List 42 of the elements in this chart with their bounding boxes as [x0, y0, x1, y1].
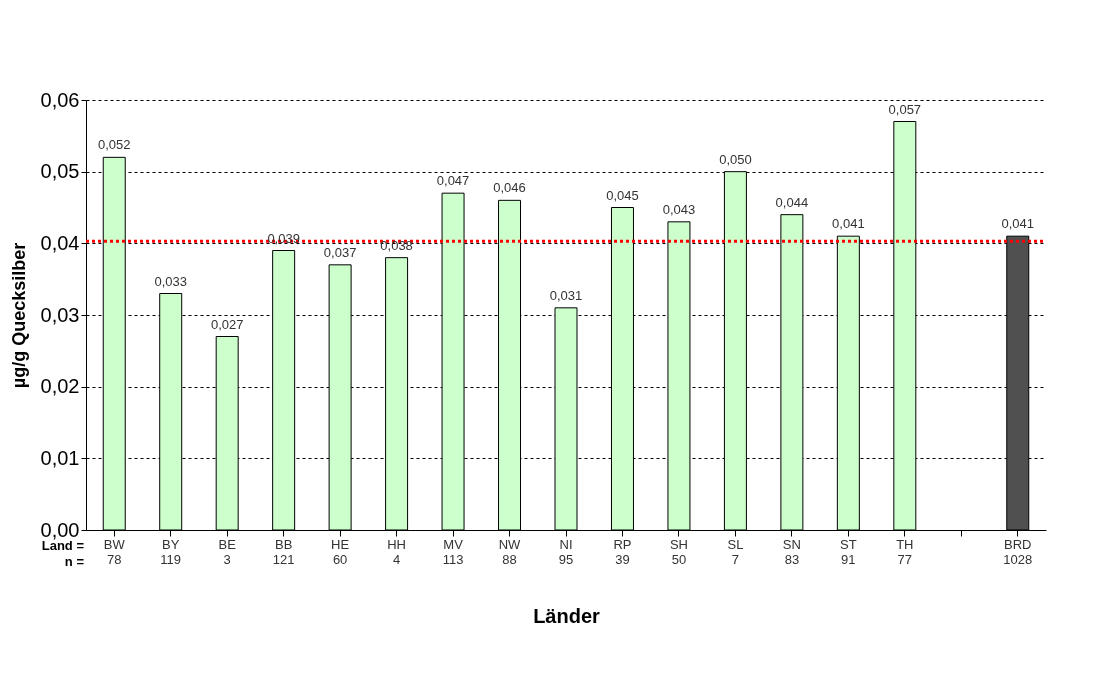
x-tick-label: TH 77 — [896, 536, 914, 567]
y-tick-label: 0,02 — [40, 375, 80, 398]
y-tick-label: 0,05 — [40, 160, 80, 183]
data-label: 0,041 — [832, 216, 865, 232]
data-label: 0,052 — [97, 137, 131, 153]
data-label: 0,044 — [775, 194, 809, 210]
data-label: 0,047 — [436, 173, 470, 189]
x-tick-label: BRD 1028 — [1003, 536, 1033, 567]
data-label: 0,033 — [154, 273, 187, 289]
x-tick-label: NI 95 — [558, 536, 574, 567]
x-axis-title: Länder — [533, 604, 601, 627]
x-tick-label: MV 113 — [442, 536, 464, 567]
x-tick-label: SN 83 — [782, 536, 801, 567]
data-label: 0,039 — [267, 230, 300, 246]
data-label: 0,037 — [323, 244, 357, 260]
x-tick-label: BY 119 — [160, 536, 182, 567]
x-tick-label: BE 3 — [218, 536, 237, 567]
text: n = — [64, 554, 85, 569]
data-label: 0,057 — [888, 101, 922, 117]
y-tick-label: 0,03 — [40, 303, 80, 326]
y-tick-label: 0,01 — [40, 446, 80, 469]
y-tick-label: 0,00 — [40, 518, 80, 541]
x-tick-label: RP 39 — [613, 536, 632, 567]
y-tick-label: 0,06 — [40, 88, 80, 111]
x-tick-label: HE 60 — [331, 536, 350, 567]
y-axis-title: µg/g Quecksilber — [8, 242, 29, 389]
data-label: 0,027 — [210, 316, 244, 332]
x-tick-label: NW 88 — [498, 536, 522, 567]
data-label: 0,046 — [493, 180, 526, 196]
x-tick-label: HH 4 — [387, 536, 406, 567]
data-label: 0,045 — [606, 187, 639, 203]
y-tick-label: 0,04 — [40, 231, 80, 254]
data-label: 0,041 — [1001, 216, 1035, 232]
data-label: 0,050 — [719, 151, 752, 167]
x-tick-label: BB 121 — [272, 536, 295, 567]
x-tick-label: ST 91 — [840, 536, 857, 567]
data-label: 0,031 — [549, 287, 583, 303]
x-tick-label: SH 50 — [669, 536, 688, 567]
data-label: 0,043 — [662, 201, 696, 217]
x-tick-label: BW 78 — [103, 536, 126, 567]
text: Land = — [41, 538, 85, 553]
x-tick-label: SL 7 — [727, 536, 744, 567]
